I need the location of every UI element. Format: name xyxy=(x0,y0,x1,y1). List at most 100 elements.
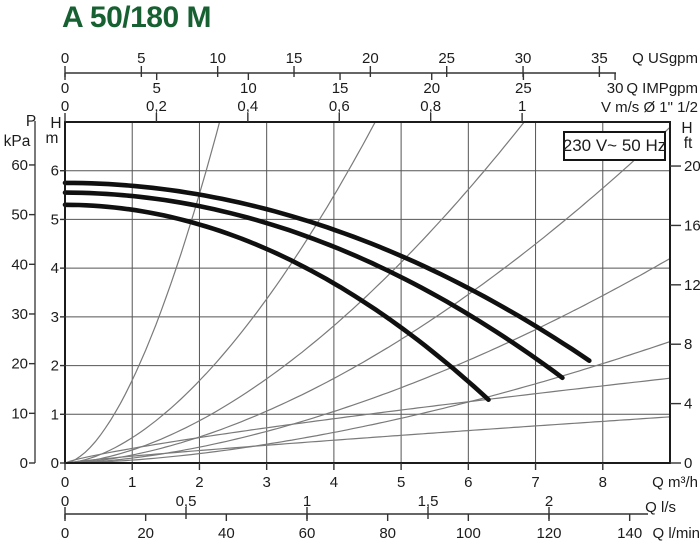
lmin-tick-label: 60 xyxy=(299,525,316,542)
hm-unit-label: H xyxy=(50,115,61,132)
pump-curve-speed-III xyxy=(62,180,592,363)
system-curve-5 xyxy=(65,257,670,463)
hm-tick-label: 3 xyxy=(51,309,59,326)
axis-usgpm: 0 5 10 15 20 25 30 35 Q USgpm xyxy=(61,50,698,77)
axis-ls: 0 0,5 1 1,5 2 Q l/s xyxy=(61,493,676,519)
usgpm-tick-label: 0 xyxy=(61,50,69,67)
hm-tick-label: 0 xyxy=(51,455,59,472)
system-curve-3 xyxy=(65,122,525,463)
usgpm-tick-label: 25 xyxy=(438,50,455,67)
lmin-tick-label: 120 xyxy=(536,525,561,542)
hft-tick-label: 20 xyxy=(684,158,700,175)
lmin-tick-label: 80 xyxy=(379,525,396,542)
vms-unit-label: V m/s Ø 1" 1/2 xyxy=(601,99,698,116)
axis-m3h: 0 1 2 3 4 5 6 7 8 Q m³/h xyxy=(61,463,698,491)
hft-tick-label: 8 xyxy=(684,336,692,353)
m3h-tick-label: 1 xyxy=(128,474,136,491)
vms-tick-label: 1 xyxy=(518,98,526,115)
impgpm-tick-label: 30 xyxy=(607,80,624,97)
usgpm-tick-label: 35 xyxy=(591,50,608,67)
kpa-tick-label: 10 xyxy=(11,405,28,422)
impgpm-tick-label: 10 xyxy=(240,80,257,97)
hm-tick-label: 2 xyxy=(51,358,59,375)
kpa-unit-label: kPa xyxy=(4,133,31,150)
ls-tick-label: 0,5 xyxy=(176,493,197,510)
lmin-tick-label: 40 xyxy=(218,525,235,542)
kpa-tick-label: 40 xyxy=(11,256,28,273)
grid xyxy=(65,122,670,463)
usgpm-tick-label: 15 xyxy=(286,50,303,67)
impgpm-tick-label: 25 xyxy=(515,80,532,97)
m3h-tick-label: 5 xyxy=(397,474,405,491)
kpa-tick-label: 20 xyxy=(11,356,28,373)
impgpm-tick-label: 5 xyxy=(153,80,161,97)
ls-tick-label: 1,5 xyxy=(418,493,439,510)
chart-title: A 50/180 M xyxy=(62,1,211,34)
kpa-tick-label: 0 xyxy=(20,455,28,472)
plot-border xyxy=(64,121,671,464)
hft-tick-label: 4 xyxy=(684,396,692,413)
voltage-badge: 230 V~ 50 Hz xyxy=(563,131,666,161)
hft-unit-label: H xyxy=(681,120,692,137)
ls-tick-label: 1 xyxy=(303,493,311,510)
pump-curve-speed-II xyxy=(62,190,565,381)
vms-tick-label: 0,6 xyxy=(329,98,350,115)
usgpm-unit-label: Q USgpm xyxy=(632,50,698,67)
system-curve-1 xyxy=(65,122,221,463)
pump-curve-speed-I xyxy=(62,202,491,402)
lmin-tick-label: 140 xyxy=(617,525,642,542)
system-curve-6 xyxy=(65,341,670,463)
lmin-tick-label: 100 xyxy=(456,525,481,542)
usgpm-tick-label: 10 xyxy=(209,50,226,67)
hm-tick-label: 4 xyxy=(51,260,59,277)
hm-unit-label: m xyxy=(46,130,59,147)
usgpm-tick-label: 30 xyxy=(515,50,532,67)
usgpm-tick-label: 5 xyxy=(137,50,145,67)
m3h-tick-label: 2 xyxy=(195,474,203,491)
impgpm-tick-label: 0 xyxy=(61,80,69,97)
ls-tick-label: 0 xyxy=(61,493,69,510)
axis-hft: 0 4 8 12 16 20 Hft xyxy=(670,120,700,472)
vms-tick-label: 0,2 xyxy=(146,98,167,115)
m3h-tick-label: 7 xyxy=(531,474,539,491)
m3h-tick-label: 4 xyxy=(330,474,338,491)
vms-tick-label: 0,8 xyxy=(420,98,441,115)
hft-tick-label: 12 xyxy=(684,277,700,294)
axis-vms: 0 0,2 0,4 0,6 0,8 1 V m/s Ø 1" 1/2 xyxy=(61,98,698,122)
lmin-tick-label: 20 xyxy=(137,525,154,542)
hft-tick-label: 0 xyxy=(684,455,692,472)
impgpm-unit-label: Q IMPgpm xyxy=(626,80,698,97)
hm-tick-label: 1 xyxy=(51,406,59,423)
hft-unit-label: ft xyxy=(684,135,693,152)
lmin-unit-label: Q l/min xyxy=(652,525,700,542)
pump-curves xyxy=(62,180,592,402)
ls-tick-label: 2 xyxy=(545,493,553,510)
m3h-tick-label: 8 xyxy=(599,474,607,491)
system-curve-8 xyxy=(65,416,670,463)
hm-tick-label: 5 xyxy=(51,211,59,228)
ls-unit-label: Q l/s xyxy=(645,499,676,516)
axis-lmin: 0 20 40 60 80 100 120 140 Q l/min xyxy=(61,514,700,542)
kpa-tick-label: 50 xyxy=(11,207,28,224)
kpa-tick-label: 30 xyxy=(11,306,28,323)
vms-tick-label: 0 xyxy=(61,98,69,115)
impgpm-tick-label: 15 xyxy=(332,80,349,97)
system-curve-7 xyxy=(65,377,670,463)
m3h-tick-label: 0 xyxy=(61,474,69,491)
axis-hm: 0 1 2 3 4 5 6 Hm xyxy=(46,115,66,472)
vms-tick-label: 0,4 xyxy=(237,98,258,115)
axis-impgpm: 0 5 10 15 20 25 30 Q IMPgpm xyxy=(61,73,698,97)
system-curve-4 xyxy=(65,126,670,463)
kpa-unit-label: P xyxy=(26,113,36,130)
m3h-tick-label: 6 xyxy=(464,474,472,491)
kpa-tick-label: 60 xyxy=(11,157,28,174)
system-curve-2 xyxy=(65,122,376,463)
m3h-unit-label: Q m³/h xyxy=(652,474,698,491)
usgpm-tick-label: 20 xyxy=(362,50,379,67)
impgpm-tick-label: 20 xyxy=(423,80,440,97)
hm-tick-label: 6 xyxy=(51,163,59,180)
lmin-tick-label: 0 xyxy=(61,525,69,542)
